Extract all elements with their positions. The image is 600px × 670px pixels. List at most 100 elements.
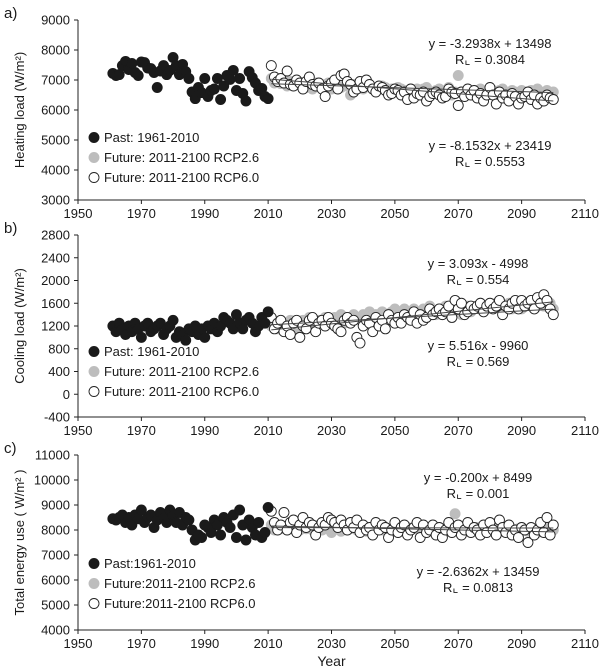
legend-label: Future: 2011-2100 RCP6.0 — [104, 170, 259, 185]
y-tick-label: 400 — [48, 364, 70, 379]
legend-marker — [88, 366, 100, 377]
past-point — [262, 306, 274, 318]
past-point — [215, 94, 227, 105]
rcp60-point — [544, 529, 556, 541]
panel-label: a) — [4, 5, 17, 22]
x-tick-label: 2050 — [380, 423, 409, 438]
past-point — [230, 532, 242, 543]
past-point — [180, 334, 192, 346]
past-point — [253, 517, 265, 528]
x-tick-label: 2090 — [507, 636, 536, 651]
regression-equation: y = 5.516x - 9960 — [428, 338, 529, 353]
trend-line — [271, 301, 554, 331]
x-tick-label: 2070 — [444, 206, 473, 221]
rcp60-point — [541, 512, 553, 523]
y-tick-label: 6000 — [41, 573, 70, 588]
rcp60-point — [284, 329, 296, 340]
trend-line — [271, 308, 554, 326]
y-tick-label: 8000 — [41, 43, 70, 58]
past-point — [208, 83, 220, 95]
x-tick-label: 1970 — [127, 636, 156, 651]
panel-label: c) — [4, 440, 17, 457]
legend-marker — [88, 386, 100, 397]
x-tick-label: 2090 — [507, 423, 536, 438]
past-point — [234, 73, 246, 84]
legend-marker — [88, 598, 100, 609]
past-point — [218, 80, 230, 92]
past-point — [262, 502, 274, 513]
regression-equation: y = -2.6362x + 13459 — [417, 564, 540, 579]
past-point — [135, 504, 147, 516]
x-tick-label: 2110 — [571, 206, 599, 221]
x-tick-label: 2110 — [571, 423, 599, 438]
rcp60-point — [319, 91, 331, 102]
past-point — [240, 95, 252, 107]
x-tick-label: 1950 — [64, 636, 93, 651]
x-tick-label: 1950 — [64, 423, 93, 438]
past-point — [234, 504, 246, 516]
regression-equation: y = -3.2938x + 13498 — [429, 36, 552, 51]
past-point — [215, 529, 227, 541]
legend-label: Future: 2011-2100 RCP2.6 — [104, 150, 259, 165]
regression-equation: y = 3.093x - 4998 — [428, 256, 529, 271]
past-point — [199, 331, 211, 343]
legend-marker — [88, 172, 100, 183]
past-point — [196, 532, 208, 543]
legend-marker — [88, 152, 100, 163]
x-tick-label: 2070 — [444, 636, 473, 651]
rcp26-point — [449, 508, 461, 520]
x-tick-label: 2030 — [317, 206, 346, 221]
legend-marker — [88, 558, 100, 569]
x-tick-label: 2030 — [317, 636, 346, 651]
y-tick-label: 2400 — [41, 250, 70, 265]
chart-panel-1 — [74, 19, 586, 204]
y-tick-label: 7000 — [41, 548, 70, 563]
y-tick-label: 9000 — [41, 498, 70, 513]
regression-r-value: R⌞ = 0.0813 — [443, 580, 513, 595]
rcp60-point — [294, 331, 306, 343]
y-tick-label: 8000 — [41, 523, 70, 538]
past-point — [167, 314, 179, 326]
regression-r-value: R⌞ = 0.5553 — [455, 154, 525, 169]
y-tick-label: 10000 — [34, 473, 70, 488]
y-tick-label: 5000 — [41, 598, 70, 613]
y-tick-label: 7000 — [41, 73, 70, 88]
rcp26-point — [452, 70, 464, 81]
x-tick-label: 2010 — [254, 206, 283, 221]
y-tick-label: 4000 — [41, 623, 70, 638]
legend-label: Future:2011-2100 RCP2.6 — [104, 576, 256, 591]
y-tick-label: 800 — [48, 341, 70, 356]
x-tick-label: 2010 — [254, 423, 283, 438]
regression-r-value: R⌞ = 0.001 — [447, 486, 510, 501]
panel-label: b) — [4, 220, 17, 237]
trend-line — [271, 78, 554, 102]
y-tick-label: -400 — [44, 410, 70, 425]
y-tick-label: 3000 — [41, 193, 70, 208]
rcp60-point — [547, 309, 559, 321]
y-tick-label: 4000 — [41, 163, 70, 178]
legend-marker — [88, 578, 100, 589]
rcp60-point — [547, 519, 559, 531]
past-point — [113, 69, 125, 81]
x-axis-label: Year — [317, 653, 346, 669]
x-tick-label: 1990 — [190, 206, 219, 221]
regression-r-value: R⌞ = 0.3084 — [455, 52, 525, 67]
legend-marker — [88, 132, 100, 143]
legend-label: Past: 1961-2010 — [104, 130, 199, 145]
regression-r-value: R⌞ = 0.569 — [447, 354, 510, 369]
past-point — [224, 73, 236, 85]
past-point — [262, 93, 274, 105]
rcp60-point — [452, 100, 464, 111]
past-point — [135, 331, 147, 343]
x-tick-label: 2110 — [571, 636, 599, 651]
past-point — [259, 527, 271, 538]
past-point — [183, 514, 195, 526]
y-tick-label: 1200 — [41, 319, 70, 334]
y-tick-label: 11000 — [35, 448, 70, 463]
past-point — [259, 317, 271, 329]
chart-panel-2 — [74, 234, 586, 421]
x-tick-label: 1970 — [127, 206, 156, 221]
y-tick-label: 2000 — [41, 273, 70, 288]
rcp60-point — [281, 65, 293, 77]
